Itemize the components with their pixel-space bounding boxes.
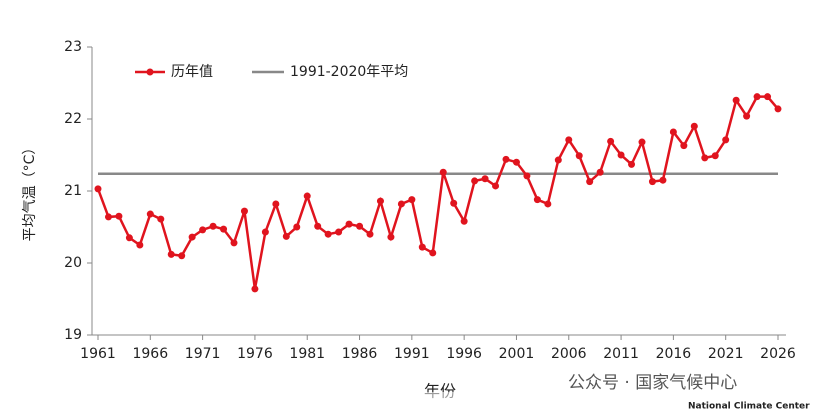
point xyxy=(136,241,144,249)
point xyxy=(178,252,186,260)
point xyxy=(617,151,625,159)
point xyxy=(209,222,217,230)
point xyxy=(533,196,541,204)
point xyxy=(418,243,426,251)
point xyxy=(167,250,175,258)
point xyxy=(492,182,500,190)
point xyxy=(732,96,740,104)
point xyxy=(753,93,761,101)
legend-label: 1991-2020年平均 xyxy=(290,64,408,80)
y-tick-label: 21 xyxy=(64,183,82,199)
point xyxy=(711,152,719,160)
point xyxy=(669,128,677,136)
y-tick-label: 20 xyxy=(64,255,82,271)
point xyxy=(376,197,384,205)
point xyxy=(722,136,730,144)
point xyxy=(607,137,615,145)
watermark-sub: National Climate Center xyxy=(688,402,810,412)
point xyxy=(701,154,709,162)
y-tick-label: 23 xyxy=(64,39,82,55)
point xyxy=(324,230,332,238)
point xyxy=(648,178,656,186)
point xyxy=(565,136,573,144)
point xyxy=(471,177,479,185)
point xyxy=(199,226,207,234)
x-tick-label: 2001 xyxy=(499,346,535,362)
x-tick-label: 2016 xyxy=(656,346,692,362)
point xyxy=(125,234,133,242)
point xyxy=(586,178,594,186)
point xyxy=(240,207,248,215)
point xyxy=(387,233,395,241)
point xyxy=(523,172,531,180)
watermark: 公众号 · 国家气候中心 xyxy=(568,373,737,393)
point xyxy=(230,239,238,247)
watermark-band xyxy=(300,392,819,420)
point xyxy=(366,230,374,238)
point xyxy=(104,213,112,221)
point xyxy=(335,228,343,236)
point xyxy=(314,222,322,230)
point xyxy=(429,249,437,257)
y-axis-label: 平均气温（°C） xyxy=(22,141,38,242)
point xyxy=(356,222,364,230)
point xyxy=(345,220,353,228)
point xyxy=(512,158,520,166)
point xyxy=(188,233,196,241)
point xyxy=(680,142,688,150)
point xyxy=(272,200,280,208)
legend-label: 历年值 xyxy=(171,64,213,80)
point xyxy=(544,200,552,208)
x-tick-label: 1961 xyxy=(80,346,116,362)
series-line xyxy=(96,95,779,290)
point xyxy=(282,232,290,240)
point xyxy=(743,112,751,120)
point xyxy=(303,192,311,200)
x-tick-label: 1986 xyxy=(342,346,378,362)
point xyxy=(261,228,269,236)
point xyxy=(94,185,102,193)
point xyxy=(638,138,646,146)
point xyxy=(220,225,228,233)
point xyxy=(408,196,416,204)
point xyxy=(481,175,489,183)
x-tick-label: 1981 xyxy=(289,346,325,362)
x-tick-label: 1971 xyxy=(185,346,221,362)
point xyxy=(450,199,458,207)
x-tick-label: 2011 xyxy=(603,346,639,362)
y-tick-label: 22 xyxy=(64,111,82,127)
point xyxy=(439,168,447,176)
point xyxy=(115,212,123,220)
point xyxy=(460,217,468,225)
point xyxy=(397,200,405,208)
point xyxy=(659,176,667,184)
point xyxy=(690,122,698,130)
point xyxy=(764,93,772,101)
point xyxy=(146,210,154,218)
point xyxy=(774,105,782,113)
legend-marker xyxy=(146,68,154,76)
point xyxy=(293,223,301,231)
x-tick-label: 2006 xyxy=(551,346,587,362)
x-tick-label: 2026 xyxy=(760,346,796,362)
y-tick-label: 19 xyxy=(64,327,82,343)
point xyxy=(157,215,165,223)
x-tick-label: 1966 xyxy=(132,346,168,362)
point xyxy=(251,285,259,293)
point xyxy=(554,156,562,164)
point xyxy=(596,168,604,176)
x-tick-label: 1976 xyxy=(237,346,273,362)
point xyxy=(502,155,510,163)
point xyxy=(575,152,583,160)
x-tick-label: 1991 xyxy=(394,346,430,362)
x-tick-label: 2021 xyxy=(708,346,744,362)
point xyxy=(628,160,636,168)
x-tick-label: 1996 xyxy=(446,346,482,362)
